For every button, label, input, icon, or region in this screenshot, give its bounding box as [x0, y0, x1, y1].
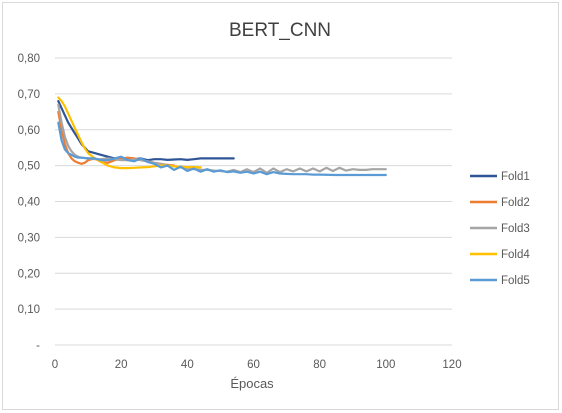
series-line-fold4 — [57, 96, 202, 170]
legend-label-fold2: Fold2 — [501, 197, 530, 209]
x-tick-label: 60 — [247, 359, 260, 371]
chart-frame — [2, 2, 559, 410]
x-axis-ticks: 0 20 40 60 80 100 120 — [52, 359, 462, 371]
y-axis-ticks: - 0,10 0,20 0,30 0,40 0,50 0,60 0,70 0,80 — [18, 53, 41, 352]
legend-label-fold5: Fold5 — [501, 275, 530, 287]
y-tick-label: 0,30 — [18, 232, 40, 244]
legend-label-fold1: Fold1 — [501, 171, 530, 183]
y-tick-label: 0,20 — [18, 268, 40, 280]
y-tick-label: 0,70 — [18, 89, 40, 101]
y-tick-label: 0,10 — [18, 304, 40, 316]
legend-label-fold4: Fold4 — [501, 249, 530, 261]
legend-label-fold3: Fold3 — [501, 223, 530, 235]
y-tick-label: 0,80 — [18, 53, 40, 65]
x-tick-label: 80 — [313, 359, 326, 371]
y-tick-label: - — [36, 340, 40, 352]
series-lines — [57, 96, 387, 177]
x-tick-label: 0 — [52, 359, 58, 371]
y-tick-label: 0,50 — [18, 161, 40, 173]
x-tick-label: 100 — [376, 359, 395, 371]
series-line-fold5 — [57, 121, 387, 177]
chart-title: BERT_CNN — [229, 20, 331, 41]
legend: Fold1 Fold2 Fold3 Fold4 Fold5 — [470, 171, 530, 287]
y-tick-label: 0,40 — [18, 197, 40, 209]
gridlines — [55, 57, 452, 346]
x-axis-label: Épocas — [230, 376, 274, 391]
x-tick-label: 20 — [115, 359, 128, 371]
x-tick-label: 120 — [442, 359, 461, 371]
x-tick-label: 40 — [181, 359, 194, 371]
series-line-fold1 — [57, 99, 235, 162]
y-tick-label: 0,60 — [18, 125, 40, 137]
